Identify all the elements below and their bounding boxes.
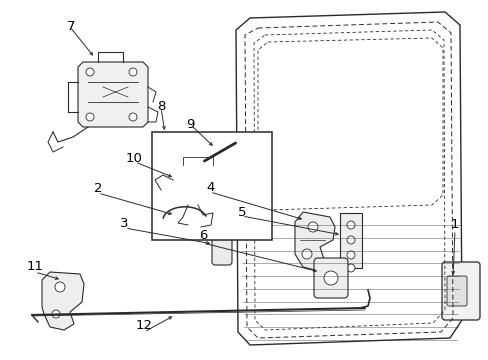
Polygon shape xyxy=(42,272,84,330)
Text: 12: 12 xyxy=(136,319,152,332)
Text: 4: 4 xyxy=(205,181,214,194)
Polygon shape xyxy=(78,62,148,127)
Circle shape xyxy=(86,68,94,76)
Circle shape xyxy=(346,264,354,272)
FancyBboxPatch shape xyxy=(313,258,347,298)
Circle shape xyxy=(346,221,354,229)
Circle shape xyxy=(129,68,137,76)
Text: 7: 7 xyxy=(66,21,75,33)
FancyBboxPatch shape xyxy=(212,231,231,265)
Circle shape xyxy=(86,113,94,121)
Circle shape xyxy=(302,249,311,259)
Circle shape xyxy=(187,175,207,195)
Text: 9: 9 xyxy=(186,118,195,131)
Circle shape xyxy=(52,310,60,318)
Bar xyxy=(339,213,361,268)
Text: 10: 10 xyxy=(126,152,142,165)
Circle shape xyxy=(129,113,137,121)
Text: 5: 5 xyxy=(237,206,246,219)
Text: 11: 11 xyxy=(27,260,43,273)
Circle shape xyxy=(55,282,65,292)
Circle shape xyxy=(324,271,337,285)
Circle shape xyxy=(307,222,317,232)
Polygon shape xyxy=(294,212,334,270)
Circle shape xyxy=(161,215,165,220)
Bar xyxy=(152,132,271,240)
Text: 3: 3 xyxy=(120,217,129,230)
Text: 2: 2 xyxy=(93,183,102,195)
Polygon shape xyxy=(173,165,223,205)
Bar xyxy=(223,177,235,193)
FancyBboxPatch shape xyxy=(441,262,479,320)
Circle shape xyxy=(194,181,202,189)
Text: 1: 1 xyxy=(449,219,458,231)
Circle shape xyxy=(346,236,354,244)
FancyBboxPatch shape xyxy=(446,276,466,306)
Text: 6: 6 xyxy=(198,229,207,242)
Text: 8: 8 xyxy=(157,100,165,113)
Circle shape xyxy=(346,251,354,259)
